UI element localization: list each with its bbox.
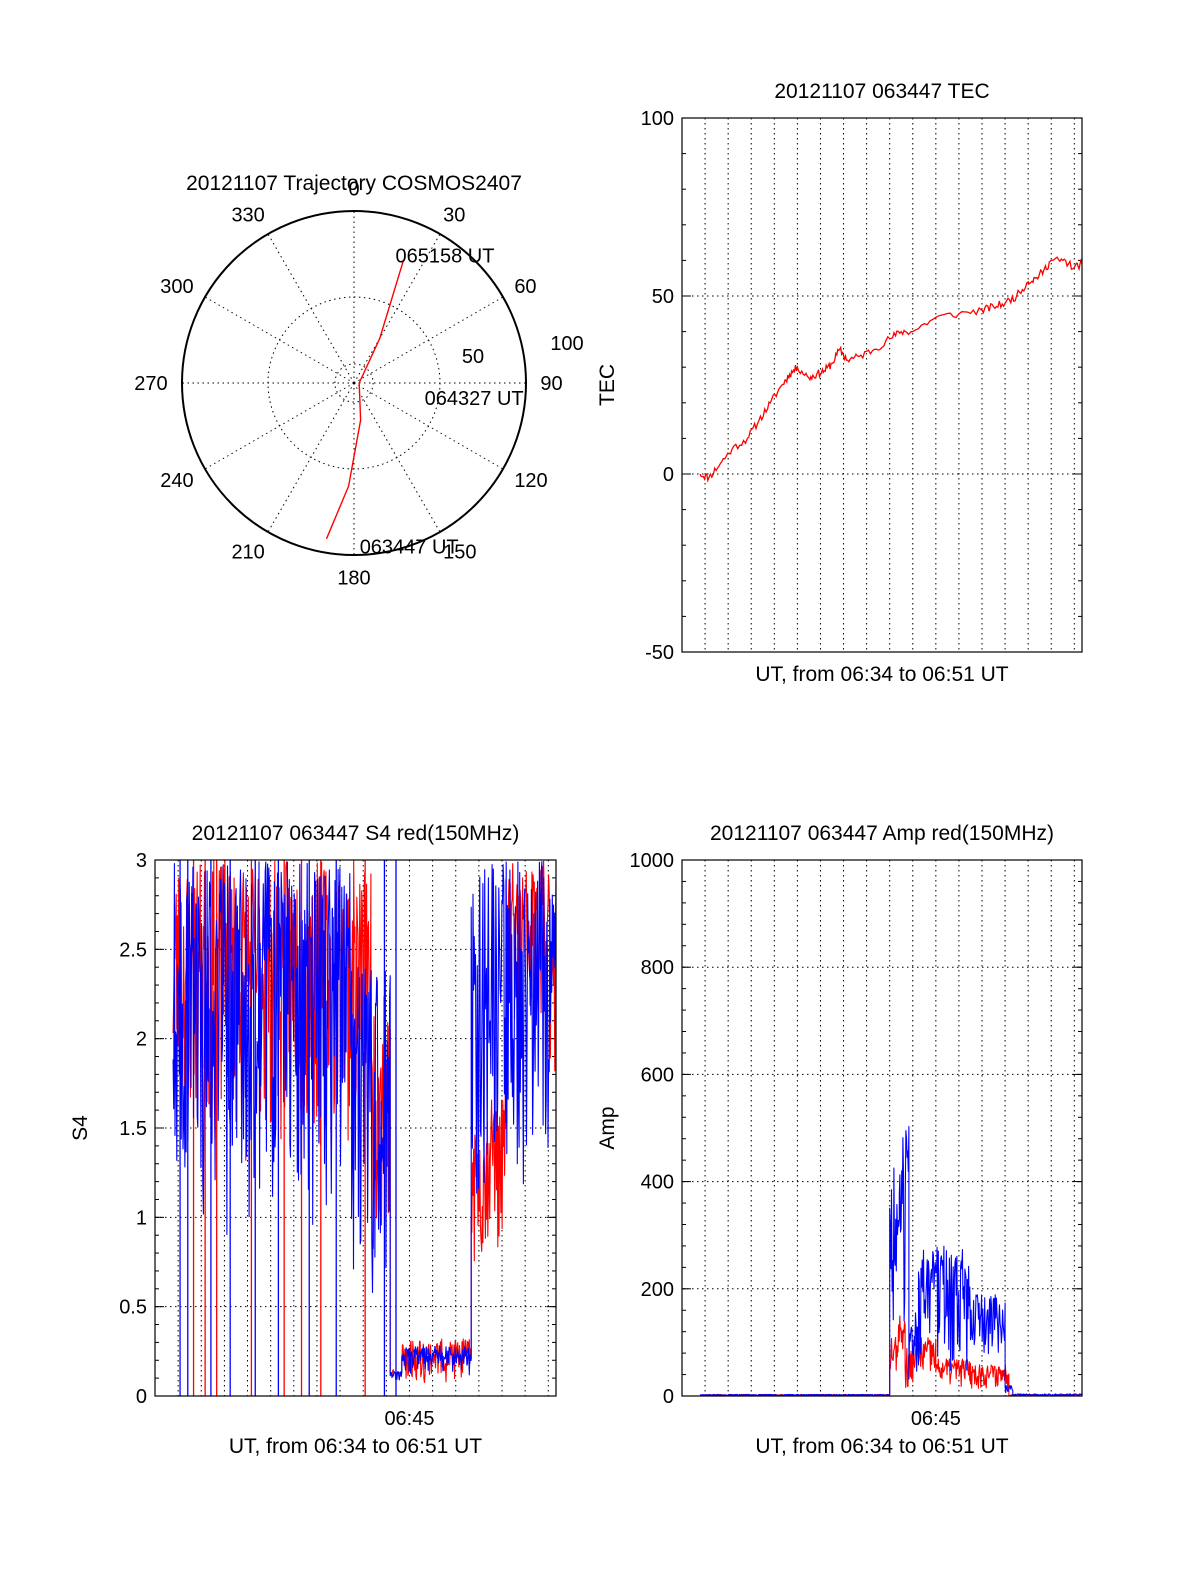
azimuth-label: 60 bbox=[514, 276, 536, 298]
plot-frame bbox=[681, 117, 1083, 653]
y-tick-label: 200 bbox=[641, 1279, 674, 1301]
series-trace-red bbox=[699, 1315, 1082, 1396]
y-tick-label: -50 bbox=[645, 642, 674, 664]
azimuth-label: 30 bbox=[443, 205, 465, 227]
x-axis-label: UT, from 06:34 to 06:51 UT bbox=[229, 1435, 482, 1458]
azimuth-label: 330 bbox=[231, 205, 264, 227]
azimuth-grid-line bbox=[204, 296, 355, 384]
plot-area bbox=[699, 1126, 1082, 1396]
y-axis-label: Amp bbox=[596, 1106, 619, 1149]
x-tick-label: 06:45 bbox=[384, 1408, 434, 1430]
y-tick-label: 400 bbox=[641, 1172, 674, 1194]
azimuth-label: 150 bbox=[443, 541, 476, 563]
chart-title: 20121107 063447 TEC bbox=[774, 80, 989, 103]
y-tick-label: 50 bbox=[652, 286, 674, 308]
y-tick-label: 3 bbox=[136, 850, 147, 872]
chart-title: 20121107 063447 S4 red(150MHz) bbox=[192, 822, 520, 845]
y-tick-label: 1 bbox=[136, 1207, 147, 1229]
y-tick-label: 1.5 bbox=[119, 1118, 147, 1140]
s4-chart: 0 0.5 1 1.5 2 2.5 3 06:45 20121107 063447 S4 red… bbox=[69, 822, 557, 1458]
y-tick-label: 2 bbox=[136, 1029, 147, 1051]
polar-outer-circle bbox=[181, 210, 527, 556]
series-line-red bbox=[699, 256, 1082, 483]
trajectory-time-label: 065158 UT bbox=[395, 245, 494, 267]
azimuth-label: 210 bbox=[231, 541, 264, 563]
plot-area bbox=[699, 256, 1082, 483]
y-axis-label: S4 bbox=[69, 1115, 92, 1141]
azimuth-label: 0 bbox=[348, 179, 359, 201]
series-trace-blue bbox=[699, 1126, 1082, 1396]
plot-area bbox=[172, 860, 556, 1396]
radial-grid-ring bbox=[267, 296, 441, 470]
y-tick-label: 1000 bbox=[630, 850, 675, 872]
trajectory-time-label: 064327 UT bbox=[425, 388, 524, 410]
azimuth-label: 90 bbox=[540, 373, 562, 395]
tec-chart: -50 0 50 100 20121107 063447 TEC UT, from 06:… bbox=[596, 80, 1083, 686]
x-axis-label: UT, from 06:34 to 06:51 UT bbox=[755, 663, 1008, 686]
azimuth-grid-line bbox=[353, 233, 441, 384]
series-trace-blue bbox=[172, 861, 556, 1381]
azimuth-label: 240 bbox=[160, 470, 193, 492]
azimuth-grid-line bbox=[353, 382, 441, 533]
chart-title: 20121107 Trajectory COSMOS2407 bbox=[186, 172, 522, 195]
plot-frame bbox=[154, 859, 557, 1397]
azimuth-label: 180 bbox=[337, 567, 370, 589]
y-tick-label: 0.5 bbox=[119, 1297, 147, 1319]
trajectory-line bbox=[325, 261, 404, 540]
radial-tick-label: 100 bbox=[550, 333, 583, 355]
azimuth-grid-line bbox=[267, 233, 355, 384]
trajectory-chart: 0 30 60 90 120 150 180 210 240 270 300 330 50 100 0651… bbox=[134, 172, 583, 589]
x-axis-label: UT, from 06:34 to 06:51 UT bbox=[755, 1435, 1008, 1458]
y-tick-label: 600 bbox=[641, 1064, 674, 1086]
amp-chart: 0 200 400 600 800 1000 06:45 20121107 063447 Am… bbox=[596, 822, 1083, 1458]
azimuth-label: 270 bbox=[134, 373, 167, 395]
azimuth-grid-line bbox=[353, 296, 504, 384]
radial-grid-ring-inner bbox=[334, 363, 374, 403]
y-tick-label: 0 bbox=[663, 464, 674, 486]
azimuth-label: 120 bbox=[514, 470, 547, 492]
azimuth-label: 300 bbox=[160, 276, 193, 298]
y-tick-label: 0 bbox=[136, 1386, 147, 1408]
y-axis-label: TEC bbox=[596, 364, 619, 406]
y-tick-label: 800 bbox=[641, 957, 674, 979]
plot-frame bbox=[681, 859, 1083, 1397]
trajectory-time-label: 063447 UT bbox=[360, 536, 459, 558]
azimuth-grid-line bbox=[204, 382, 355, 470]
radial-tick-label: 50 bbox=[462, 346, 484, 368]
y-tick-label: 100 bbox=[641, 108, 674, 130]
y-tick-label: 2.5 bbox=[119, 939, 147, 961]
azimuth-grid-line bbox=[267, 382, 355, 533]
x-tick-label: 06:45 bbox=[911, 1408, 961, 1430]
y-tick-label: 0 bbox=[663, 1386, 674, 1408]
chart-title: 20121107 063447 Amp red(150MHz) bbox=[710, 822, 1054, 845]
